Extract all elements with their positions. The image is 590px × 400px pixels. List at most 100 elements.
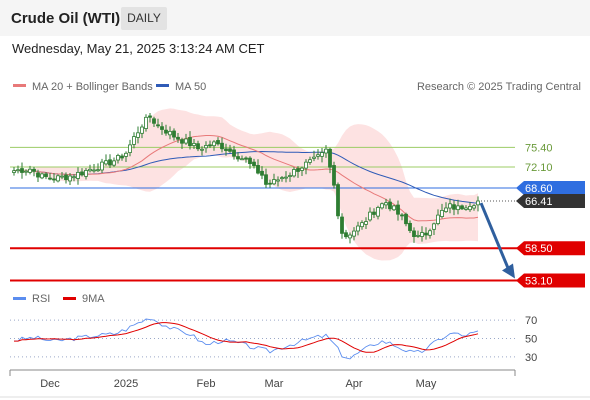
ma20-line [13, 135, 479, 222]
candle [124, 151, 128, 162]
candle-body [76, 171, 80, 179]
candle [256, 159, 260, 175]
candle [172, 128, 176, 141]
candle-body [436, 214, 440, 224]
candle [372, 208, 376, 219]
candle [160, 122, 164, 135]
candle [72, 174, 76, 182]
candle [156, 118, 160, 129]
candle-body [192, 143, 196, 146]
candle [316, 149, 320, 160]
candle-body [368, 211, 372, 221]
candle-body [396, 204, 400, 215]
candle-body [112, 160, 116, 166]
candle [336, 182, 340, 220]
candle-body [260, 170, 264, 176]
candle-body [216, 140, 220, 145]
candle-body [416, 234, 420, 237]
candle-body [160, 126, 164, 130]
candle [60, 171, 64, 180]
candle [136, 126, 140, 144]
candle [28, 165, 32, 175]
research-credit: Research © 2025 Trading Central [417, 81, 581, 93]
candle-body [248, 157, 252, 165]
candle [88, 164, 92, 173]
candle-body [12, 170, 16, 173]
candle-body [32, 168, 36, 172]
candle [368, 207, 372, 222]
candle [48, 173, 52, 181]
candle-body [184, 138, 188, 144]
candle [328, 147, 332, 174]
candle-body [352, 230, 356, 237]
candle-body [36, 172, 40, 178]
candle-body [84, 170, 88, 177]
rsi-line [14, 318, 479, 360]
candle [384, 198, 388, 209]
candle [468, 201, 472, 212]
candle [304, 159, 308, 175]
candle-body [428, 230, 432, 236]
candle-body [236, 156, 240, 160]
candle [444, 202, 448, 213]
ma50-legend-label: MA 50 [175, 81, 206, 93]
candle-body [268, 182, 272, 185]
period-selector-button[interactable]: DAILY [121, 7, 167, 30]
candle [32, 166, 36, 177]
candle-body [80, 171, 84, 176]
candle [236, 152, 240, 162]
level-68-60-label: 68.60 [525, 183, 553, 195]
candle [208, 140, 212, 148]
candle [364, 217, 368, 229]
candle [240, 155, 244, 161]
candle [284, 171, 288, 183]
candle [12, 167, 16, 176]
candle-body [264, 174, 268, 185]
level-66-41-label: 66.41 [525, 196, 553, 208]
time-tick-may: May [416, 378, 437, 390]
candle [320, 148, 324, 163]
time-tick-feb: Feb [197, 378, 216, 390]
candle [432, 222, 436, 236]
candle [388, 198, 392, 212]
candle-body [376, 207, 380, 217]
candle [152, 116, 156, 128]
candle [412, 227, 416, 243]
candle [248, 156, 252, 169]
candle [148, 113, 152, 123]
candle [244, 156, 248, 163]
candle [268, 179, 272, 188]
candle [24, 169, 28, 176]
candle [456, 199, 460, 215]
candle-body [380, 203, 384, 209]
candle-body [208, 144, 212, 147]
candle-body [472, 205, 476, 209]
candle-body [432, 223, 436, 230]
candle [448, 198, 452, 214]
candle-body [448, 203, 452, 209]
candle-body [204, 145, 208, 149]
level-68-60-tag [516, 180, 585, 195]
candle [356, 221, 360, 236]
candle-body [404, 213, 408, 225]
candle [220, 137, 224, 153]
candle [188, 131, 192, 150]
level-72-10-label: 72.10 [525, 162, 553, 174]
level-53-10-label: 53.10 [525, 275, 553, 287]
candle [84, 167, 88, 180]
candle-body [452, 204, 456, 210]
candle [348, 232, 352, 244]
candle [200, 146, 204, 156]
candle [352, 227, 356, 241]
candle-body [124, 152, 128, 157]
candle [36, 169, 40, 183]
candle [56, 174, 60, 183]
candle [440, 203, 444, 219]
candle-body [284, 176, 288, 179]
candle-body [384, 202, 388, 206]
candle-body [24, 170, 28, 173]
candle-body [96, 169, 100, 172]
candle [288, 172, 292, 182]
ma20-legend-label: MA 20 + Bollinger Bands [32, 81, 153, 93]
candle [436, 209, 440, 226]
